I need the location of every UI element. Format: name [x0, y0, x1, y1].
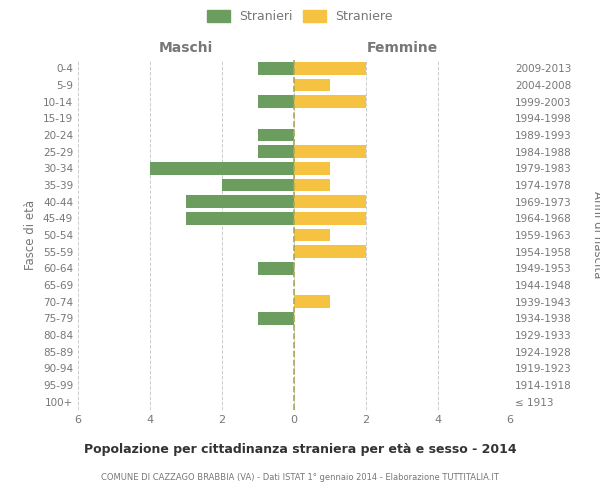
Text: Popolazione per cittadinanza straniera per età e sesso - 2014: Popolazione per cittadinanza straniera p… — [83, 442, 517, 456]
Bar — [258, 262, 294, 274]
Text: Femmine: Femmine — [367, 41, 437, 55]
Bar — [258, 312, 294, 324]
Bar — [186, 212, 294, 224]
Bar — [258, 129, 294, 141]
Bar — [294, 96, 366, 108]
Bar — [258, 146, 294, 158]
Bar — [186, 196, 294, 208]
Y-axis label: Anni di nascita: Anni di nascita — [591, 192, 600, 278]
Bar — [294, 62, 366, 74]
Bar — [222, 179, 294, 192]
Text: COMUNE DI CAZZAGO BRABBIA (VA) - Dati ISTAT 1° gennaio 2014 - Elaborazione TUTTI: COMUNE DI CAZZAGO BRABBIA (VA) - Dati IS… — [101, 472, 499, 482]
Bar — [150, 162, 294, 174]
Bar — [258, 62, 294, 74]
Bar — [294, 246, 366, 258]
Bar — [294, 212, 366, 224]
Bar — [258, 96, 294, 108]
Bar — [294, 296, 330, 308]
Bar — [294, 179, 330, 192]
Bar — [294, 146, 366, 158]
Bar — [294, 229, 330, 241]
Bar — [294, 196, 366, 208]
Y-axis label: Fasce di età: Fasce di età — [25, 200, 37, 270]
Text: Maschi: Maschi — [159, 41, 213, 55]
Bar — [294, 79, 330, 92]
Bar — [294, 162, 330, 174]
Legend: Stranieri, Straniere: Stranieri, Straniere — [203, 6, 397, 27]
